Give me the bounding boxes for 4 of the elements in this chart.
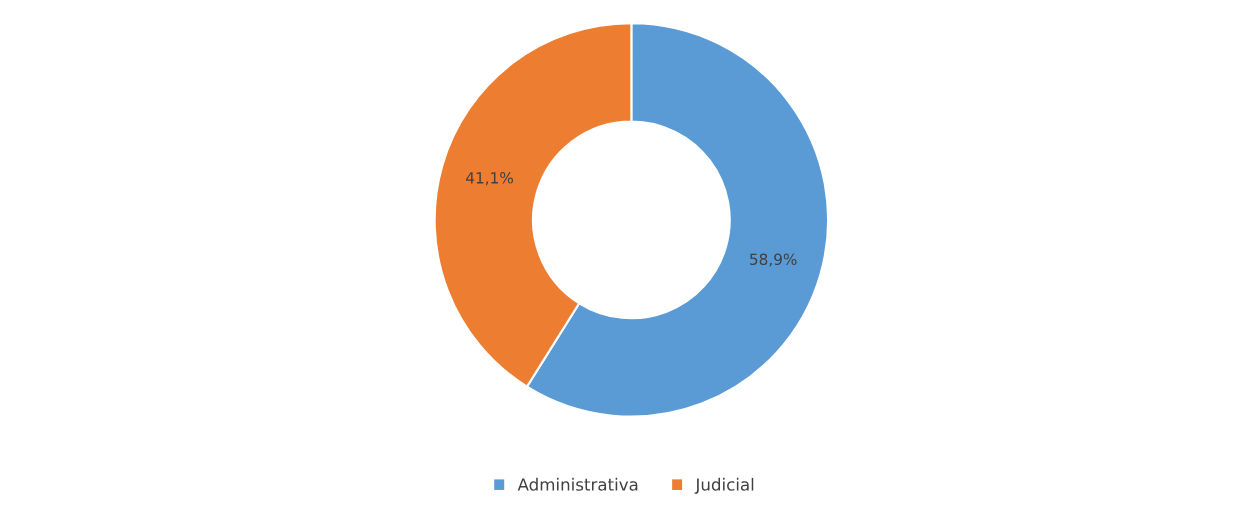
legend-label: Administrativa: [517, 477, 638, 491]
legend-label: Judicial: [694, 477, 754, 494]
data-label: 41,1%: [466, 172, 513, 186]
data-label: 58,9%: [750, 253, 797, 267]
